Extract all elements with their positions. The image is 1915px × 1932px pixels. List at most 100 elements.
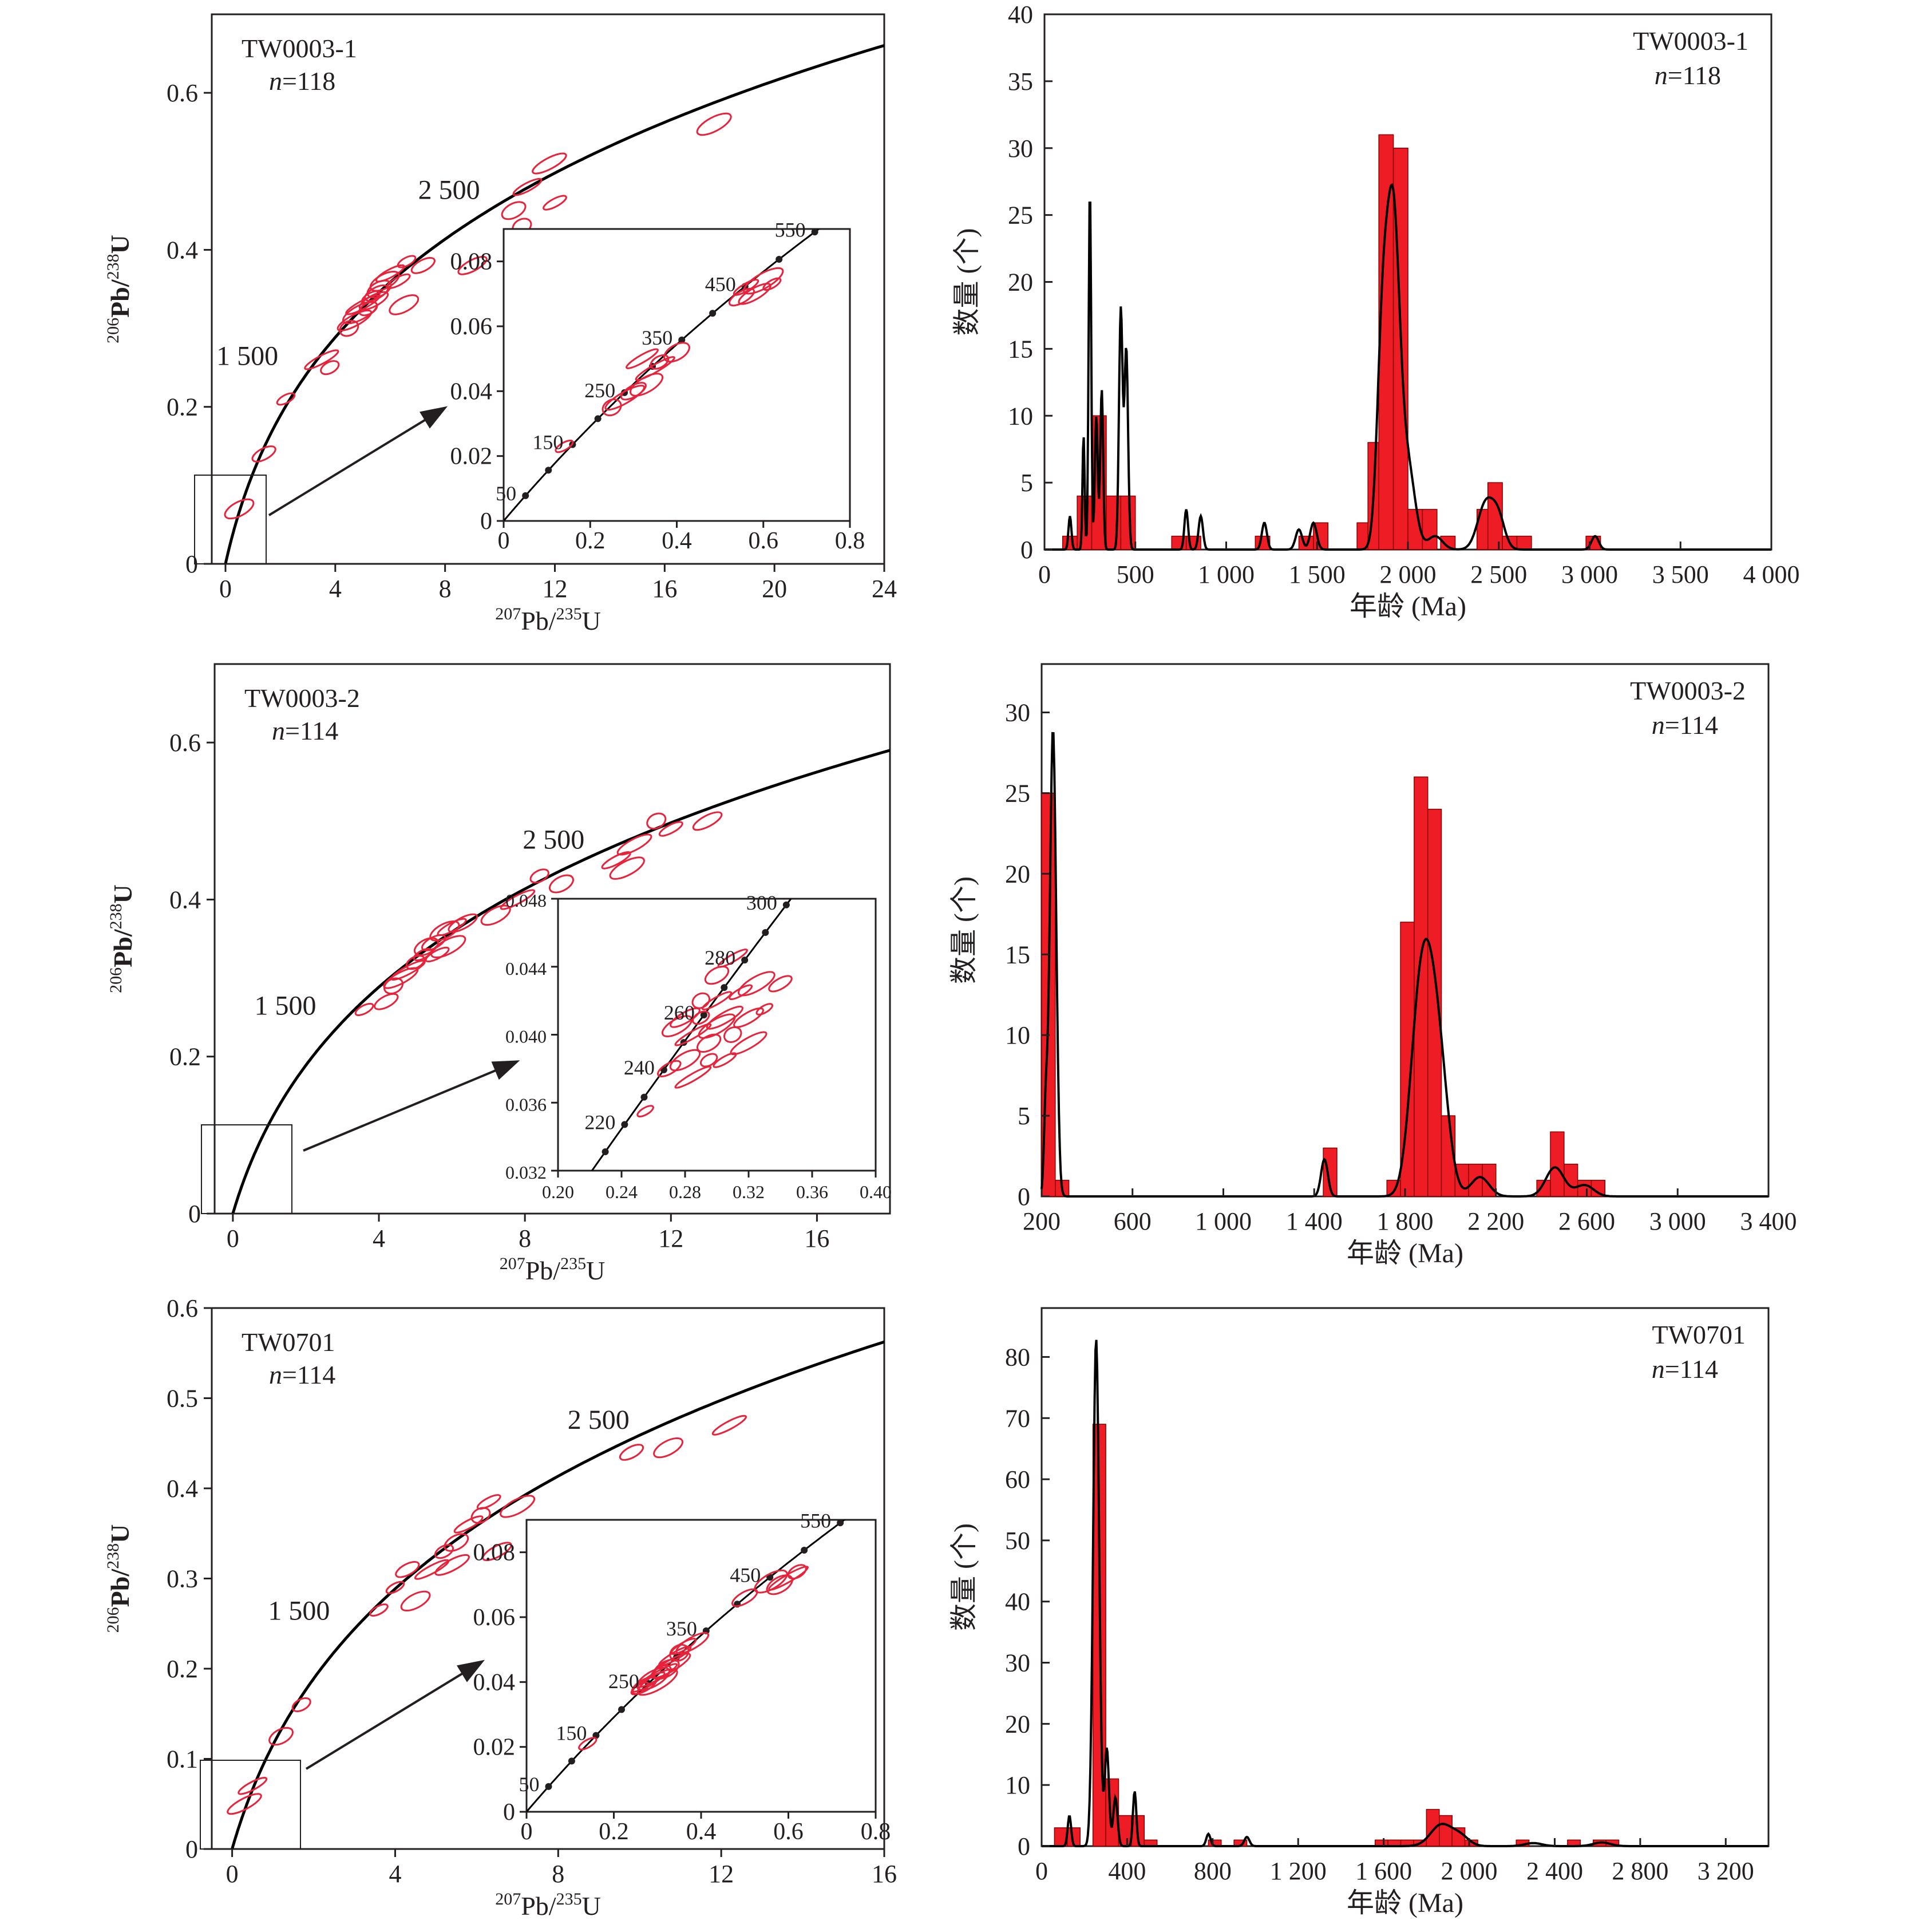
- analysis-ellipse: [500, 1495, 536, 1518]
- x-axis-label: 年龄 (Ma): [1350, 591, 1466, 622]
- inset-age-dot: [640, 1093, 648, 1101]
- x-tick-label: 8: [439, 575, 452, 603]
- inset-y-tick-label: 0.04: [473, 1669, 516, 1696]
- x-tick-label: 24: [872, 575, 897, 603]
- analysis-ellipse: [444, 1533, 469, 1552]
- y-tick-label: 0.1: [167, 1745, 198, 1773]
- x-axis-label-sup1: 207: [500, 1254, 525, 1273]
- analysis-ellipse: [434, 1554, 470, 1576]
- y-tick-label: 0: [1020, 536, 1033, 564]
- inset-analysis-ellipse: [675, 1631, 710, 1654]
- sample-title: TW0003-2: [244, 683, 360, 713]
- analysis-ellipse: [696, 112, 732, 136]
- inset-age-dot: [811, 228, 818, 236]
- x-tick-label: 400: [1108, 1857, 1146, 1885]
- analysis-ellipse: [658, 821, 683, 837]
- zoom-arrow-head: [491, 1060, 520, 1080]
- x-tick-label: 600: [1114, 1207, 1152, 1235]
- x-tick-label: 3 000: [1649, 1207, 1706, 1235]
- analysis-ellipse: [501, 201, 527, 220]
- analysis-ellipse: [386, 273, 411, 289]
- inset-analysis-ellipse: [691, 992, 710, 1009]
- inset-analysis-ellipse: [723, 1026, 742, 1043]
- plot-frame: [211, 13, 885, 565]
- inset-age-label: 450: [730, 1563, 761, 1586]
- inset-y-tick-label: 0: [503, 1799, 515, 1826]
- inset-age-label: 550: [775, 218, 806, 241]
- inset-plot: 0 0.2 0.4 0.6 0.8 0 0.02 0.04 0.06 0.08 50 150 250 35…: [473, 1509, 891, 1845]
- y-tick-label: 0.4: [169, 886, 201, 914]
- inset-age-dot: [762, 929, 769, 936]
- y-tick-label: 0: [188, 1200, 201, 1228]
- x-axis-label-sup2: 235: [560, 1254, 586, 1273]
- inset-age-dot: [522, 492, 529, 499]
- y-tick-label: 60: [1005, 1465, 1030, 1494]
- inset-analysis-ellipse: [766, 1574, 793, 1595]
- y-axis-label: 206Pb/238U: [104, 235, 134, 343]
- x-tick-label: 8: [519, 1224, 531, 1253]
- inset-x-tick-label: 0.6: [749, 528, 779, 554]
- y-tick-label: 70: [1005, 1404, 1030, 1432]
- zoom-region-box: [194, 475, 267, 564]
- inset-age-label: 240: [624, 1056, 655, 1079]
- inset-x-tick-label: 0.28: [669, 1182, 701, 1202]
- sample-count-value: =114: [1665, 1354, 1718, 1384]
- sample-count-n: n: [1652, 710, 1665, 740]
- y-tick-label: 25: [1005, 779, 1030, 807]
- histogram-bar: [1454, 1163, 1469, 1197]
- inset-y-tick-label: 0.08: [473, 1540, 516, 1566]
- inset-age-label: 250: [608, 1670, 639, 1693]
- sample-count-value: =114: [285, 716, 338, 745]
- analysis-ellipse: [400, 1590, 431, 1612]
- inset-analysis-ellipse: [663, 342, 690, 363]
- analysis-ellipse: [383, 977, 404, 995]
- inset-plot: 0 0.2 0.4 0.6 0.8 0 0.02 0.04 0.06 0.08 50 150 250 35…: [450, 218, 865, 554]
- sample-count-value: =114: [1665, 710, 1718, 740]
- x-tick-label: 3 500: [1652, 560, 1709, 588]
- inset-analysis-ellipse: [555, 440, 574, 453]
- y-tick-label: 20: [1005, 860, 1030, 888]
- analysis-ellipse: [366, 279, 392, 299]
- inset-analysis-ellipse: [701, 991, 733, 1010]
- y-tick-label: 0.4: [167, 1475, 198, 1503]
- y-axis-label: 206Pb/238U: [106, 884, 137, 993]
- inset-y-tick-label: 0.032: [505, 1162, 547, 1183]
- y-axis-label: 206Pb/238U: [104, 1524, 134, 1633]
- inset-analysis-ellipse: [733, 1007, 764, 1028]
- analysis-ellipse: [512, 177, 543, 196]
- y-axis-label-main: Pb/: [105, 279, 134, 318]
- probability-density-curve: [1040, 732, 1768, 1198]
- inset-analysis-ellipse: [762, 277, 782, 291]
- sample-title: TW0003-1: [242, 34, 357, 63]
- analysis-ellipse: [268, 1726, 294, 1746]
- y-tick-label: 20: [1005, 1710, 1030, 1738]
- histogram-bar: [1323, 1147, 1338, 1197]
- x-tick-label: 16: [804, 1224, 829, 1253]
- y-axis-label-main: Pb/: [105, 1568, 134, 1607]
- x-tick-label: 4 000: [1743, 560, 1800, 588]
- inset-y-tick-label: 0: [480, 508, 492, 535]
- x-tick-label: 1 800: [1377, 1207, 1434, 1235]
- y-tick-label: 80: [1005, 1343, 1030, 1371]
- x-tick-label: 0: [227, 1224, 239, 1253]
- histogram-bar: [1298, 535, 1314, 550]
- inset-analysis-ellipse: [650, 354, 670, 370]
- analysis-ellipse: [405, 955, 425, 970]
- sample-title: TW0003-2: [1630, 676, 1746, 705]
- inset-analysis-ellipse: [626, 348, 659, 369]
- y-axis-label-sup2: 238: [106, 903, 125, 929]
- inset-analysis-ellipse: [670, 1007, 701, 1028]
- inset-y-tick-label: 0.06: [450, 314, 493, 340]
- y-axis-label-sup1: 206: [104, 1607, 122, 1633]
- x-tick-label: 3 200: [1698, 1857, 1754, 1885]
- inset-x-tick-label: 0.4: [662, 528, 692, 554]
- inset-y-tick-label: 0.06: [473, 1605, 516, 1631]
- y-axis-label-end: U: [108, 884, 137, 903]
- sample-count: n=114: [1652, 710, 1718, 740]
- x-tick-label: 0: [226, 1860, 239, 1888]
- inset-analysis-ellipse: [743, 267, 784, 295]
- inset-age-label: 350: [666, 1617, 697, 1640]
- inset-x-tick-label: 0.4: [686, 1819, 717, 1845]
- x-tick-label: 2 800: [1612, 1857, 1668, 1885]
